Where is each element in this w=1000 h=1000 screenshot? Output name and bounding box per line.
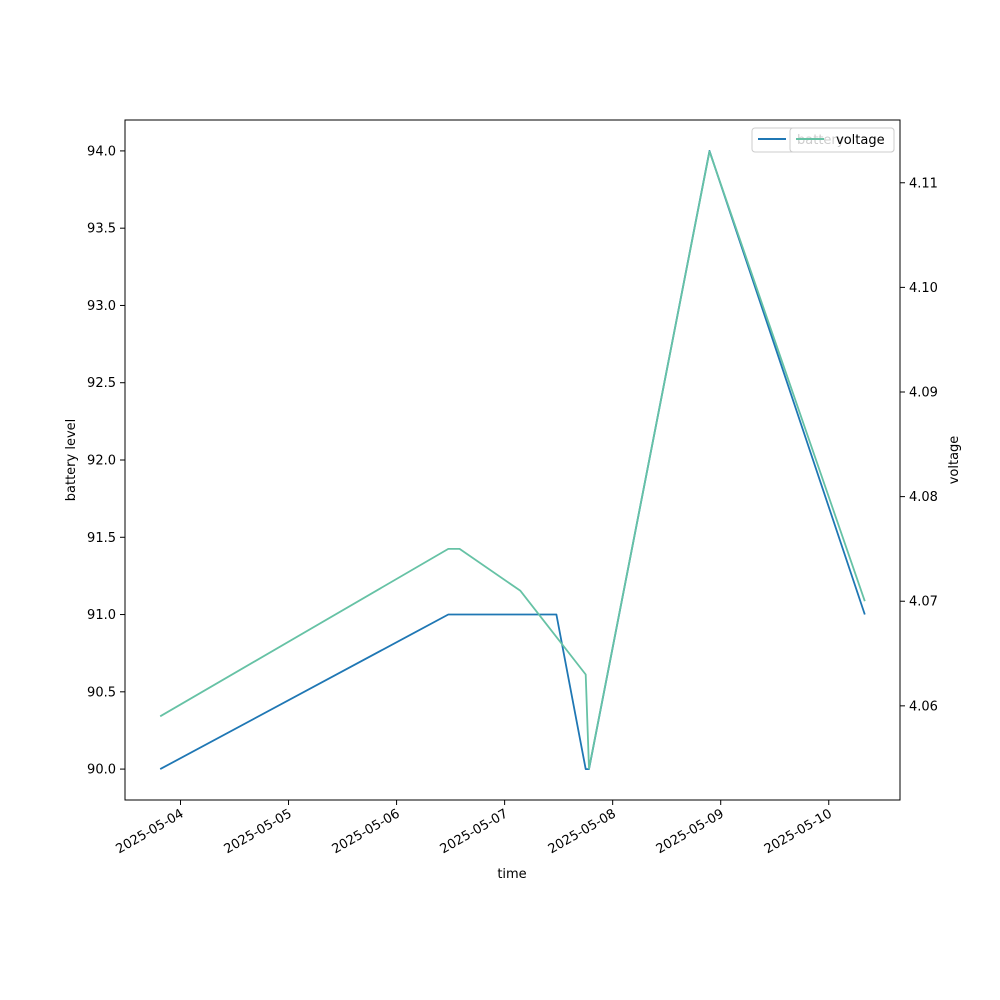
y-tick-label-left: 94.0 — [87, 144, 116, 159]
y-tick-label-left: 93.0 — [87, 299, 116, 314]
y-tick-label-left: 92.0 — [87, 454, 116, 469]
y-axis-left: 90.0 90.5 91.0 91.5 92.0 92.5 93.0 93.5 94.0 — [87, 144, 125, 778]
y-tick-label-left: 91.0 — [87, 608, 116, 623]
legend-voltage-label: voltage — [836, 133, 885, 148]
y-tick-label-right: 4.11 — [909, 176, 938, 191]
y-tick-label-left: 91.5 — [87, 531, 116, 546]
y-tick-label-right: 4.10 — [909, 281, 938, 296]
y-tick-label-left: 90.5 — [87, 685, 116, 700]
y-tick-label-left: 92.5 — [87, 376, 116, 391]
y-axis-right: 4.06 4.07 4.08 4.09 4.10 4.11 — [900, 176, 938, 714]
legend-voltage: voltage — [789, 127, 895, 153]
x-axis-label: time — [497, 867, 526, 882]
legend-voltage-box — [789, 127, 895, 153]
y-tick-label-left: 93.5 — [87, 222, 116, 237]
y-tick-label-right: 4.08 — [909, 490, 938, 505]
y-tick-label-right: 4.07 — [909, 595, 938, 610]
y-tick-label-right: 4.06 — [909, 699, 938, 714]
series-line-voltage — [159, 150, 866, 770]
y-axis-label-left: battery level — [64, 419, 79, 502]
y-tick-label-right: 4.09 — [909, 386, 938, 401]
y-axis-label-right: voltage — [947, 436, 962, 485]
series-layer — [159, 149, 866, 770]
y-tick-label-left: 90.0 — [87, 763, 116, 778]
